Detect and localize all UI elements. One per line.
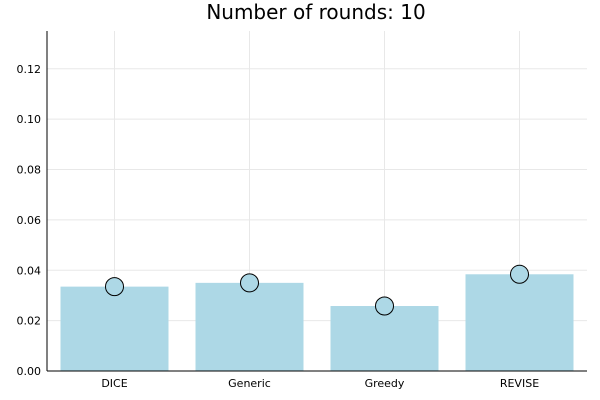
x-tick-label: DICE <box>101 377 127 390</box>
y-tick-label: 0.02 <box>17 315 42 328</box>
marker-revise <box>510 264 529 284</box>
markers <box>105 264 529 316</box>
y-tick-labels: 0.00 0.02 0.04 0.06 0.08 0.10 0.12 <box>17 63 42 378</box>
marker-greedy <box>375 296 394 316</box>
y-tick-label: 0.06 <box>17 214 42 227</box>
y-tick-label: 0.10 <box>17 113 42 126</box>
x-tick-label: Greedy <box>365 377 405 390</box>
chart-title: Number of rounds: 10 <box>206 0 425 24</box>
x-tick-label: Generic <box>228 377 271 390</box>
x-tick-label: REVISE <box>500 377 539 390</box>
y-tick-label: 0.04 <box>17 264 42 277</box>
bar-dice <box>60 286 169 371</box>
axes <box>46 31 587 372</box>
bars <box>60 274 574 371</box>
y-tick-label: 0.08 <box>17 164 42 177</box>
x-tick-labels: DICE Generic Greedy REVISE <box>101 377 539 390</box>
y-tick-label: 0.00 <box>17 365 42 378</box>
marker-generic <box>240 273 259 293</box>
bar-revise <box>465 274 574 371</box>
bar-generic <box>195 282 304 371</box>
y-tick-label: 0.12 <box>17 63 42 76</box>
marker-dice <box>105 277 124 297</box>
bar-greedy <box>330 306 439 371</box>
